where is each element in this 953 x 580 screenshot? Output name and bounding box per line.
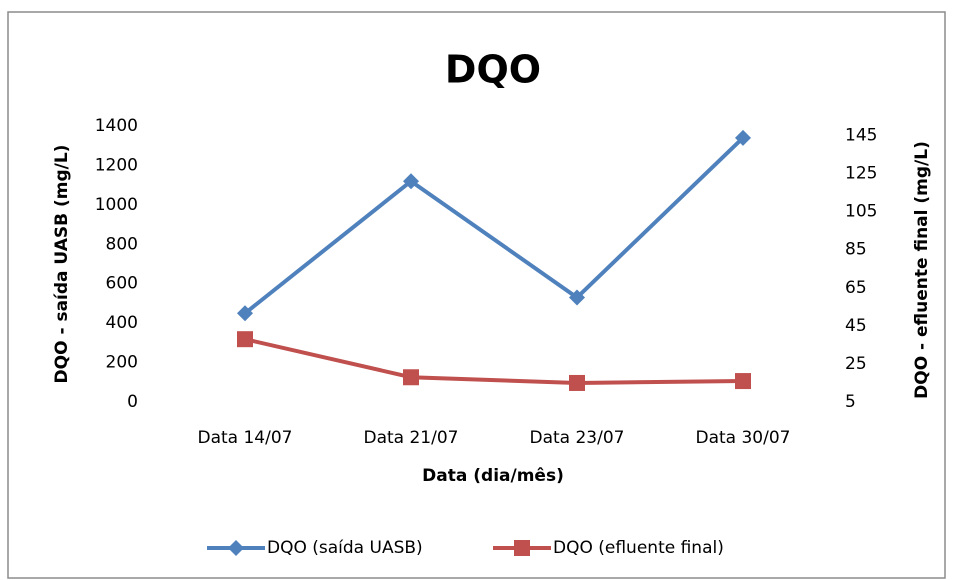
y-tick-label: 1000 [95,195,138,215]
y-tick-label: 600 [106,274,138,294]
y2-tick-label: 145 [845,126,877,146]
y2-tick-label: 125 [845,164,877,184]
y-axis-title: DQO - saída UASB (mg/L) [52,145,72,384]
legend-marker [228,540,244,556]
legend-label: DQO (efluente final) [553,538,724,558]
data-point [735,373,751,390]
data-point [735,129,751,146]
y2-tick-label: 25 [845,354,867,374]
data-point [403,369,419,386]
x-tick-label: Data 21/07 [364,428,459,448]
data-point [569,289,585,306]
y-tick-label: 400 [106,313,138,333]
y-tick-label: 0 [127,392,138,412]
y2-tick-label: 45 [845,316,867,336]
y-tick-label: 1200 [95,155,138,175]
series-line [243,136,745,315]
x-axis-title: Data (dia/mês) [422,466,564,486]
data-point [403,173,419,190]
y-tick-label: 1400 [95,116,138,136]
y2-axis-title: DQO - efluente final (mg/L) [912,141,932,399]
chart-title: DQO [445,48,541,92]
x-tick-label: Data 30/07 [696,428,791,448]
y2-tick-label: 105 [845,202,877,222]
legend-label: DQO (saída UASB) [267,538,423,558]
y2-tick-label: 65 [845,278,867,298]
data-point [237,305,253,322]
series-line [244,337,744,385]
y2-tick-label: 85 [845,240,867,260]
y2-tick-label: 5 [845,392,856,412]
x-tick-label: Data 14/07 [198,428,293,448]
y-tick-label: 200 [106,353,138,373]
y-tick-label: 800 [106,234,138,254]
chart-frame [7,11,946,579]
data-point [237,331,253,348]
x-tick-label: Data 23/07 [530,428,625,448]
data-point [569,374,585,391]
legend-marker [514,540,530,556]
